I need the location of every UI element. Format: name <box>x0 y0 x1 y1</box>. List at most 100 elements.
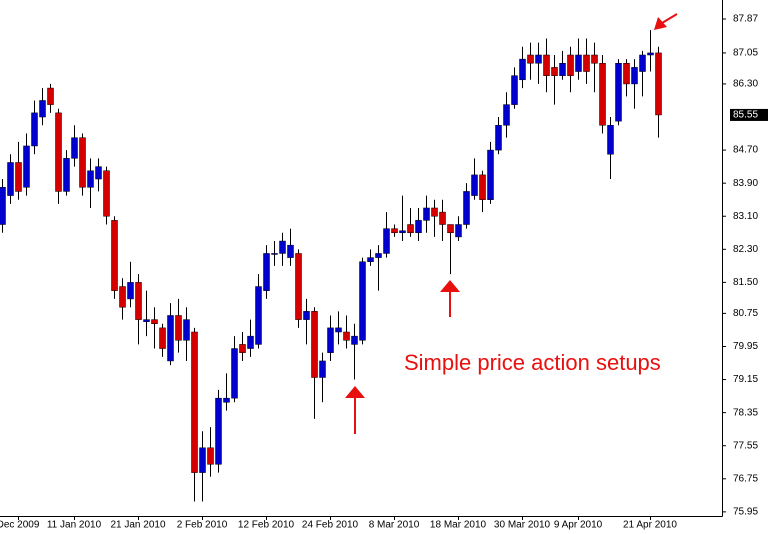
y-tick-label: 87.05 <box>733 48 758 59</box>
x-tick-label: 12 Feb 2010 <box>238 520 295 531</box>
arrow <box>661 13 678 24</box>
candle-body <box>503 104 510 126</box>
candle-body <box>7 162 14 196</box>
candle-body <box>151 319 158 324</box>
candle-body <box>575 54 582 72</box>
candle-body <box>439 211 446 225</box>
candle-body <box>623 63 630 85</box>
y-tick-label: 79.95 <box>733 341 758 352</box>
y-tick-label: 77.55 <box>733 440 758 451</box>
x-tick-label: 11 Jan 2010 <box>47 520 102 531</box>
candle-body <box>319 360 326 378</box>
x-tick-label: Dec 2009 <box>0 520 40 531</box>
candle-body <box>423 207 430 221</box>
arrow-head <box>654 17 667 30</box>
y-tick-label: 79.15 <box>733 374 758 385</box>
candle-body <box>287 244 294 258</box>
candle-body <box>103 170 110 217</box>
candle-body <box>271 253 278 255</box>
candle-body <box>399 230 406 234</box>
candle-body <box>615 63 622 122</box>
candle-body <box>335 327 342 333</box>
x-tick-label: 9 Apr 2010 <box>554 520 603 531</box>
candle-body <box>367 257 374 262</box>
candle-body <box>143 319 150 322</box>
y-tick-label: 84.70 <box>733 145 758 156</box>
candle-body <box>583 54 590 72</box>
candle-body <box>207 447 214 465</box>
candle-body <box>543 54 550 76</box>
candle-body <box>359 261 366 341</box>
y-tick-label: 75.95 <box>733 507 758 518</box>
candle-body <box>191 331 198 473</box>
y-tick-label: 86.30 <box>733 79 758 90</box>
y-tick-label: 83.10 <box>733 211 758 222</box>
arrow-head <box>345 386 365 398</box>
candle-body <box>175 315 182 341</box>
candle-body <box>375 253 382 258</box>
candle-body <box>239 344 246 353</box>
candle-body <box>95 166 102 180</box>
candle-body <box>311 311 318 378</box>
x-tick-label: 18 Mar 2010 <box>430 520 487 531</box>
candle-body <box>223 397 230 403</box>
candle-body <box>535 54 542 64</box>
candle-body <box>215 397 222 465</box>
candle-body <box>639 54 646 72</box>
last-price-box <box>730 108 768 121</box>
candle-body <box>23 145 30 188</box>
y-tick-label: 78.35 <box>733 407 758 418</box>
y-tick-label: 87.87 <box>733 14 758 25</box>
x-tick-label: 21 Jan 2010 <box>110 520 165 531</box>
candle-body <box>591 54 598 64</box>
annotation: Simple price action setups <box>404 350 661 375</box>
last-price-label: 85.55 <box>733 110 758 121</box>
candle-body <box>351 335 358 345</box>
candle-body <box>479 174 486 200</box>
candle-body <box>631 67 638 85</box>
candle-body <box>159 327 166 349</box>
candle-body <box>495 125 502 151</box>
candle-body <box>295 253 302 320</box>
candle-body <box>447 224 454 234</box>
candle-body <box>111 220 118 291</box>
candle-body <box>599 63 606 126</box>
candle-body <box>431 207 438 217</box>
candle-body <box>519 58 526 81</box>
candle-body <box>119 286 126 308</box>
candle-body <box>71 137 78 159</box>
candle-body <box>47 87 54 105</box>
x-tick-label: 30 Mar 2010 <box>494 520 551 531</box>
candle-body <box>39 100 46 118</box>
candle-body <box>127 282 134 300</box>
candle-body <box>487 149 494 200</box>
candle-body <box>407 224 414 234</box>
candle-body <box>551 67 558 76</box>
candle-body <box>383 228 390 254</box>
x-tick-label: 21 Apr 2010 <box>623 520 677 531</box>
candle-body <box>391 228 398 234</box>
candle-body <box>567 54 574 76</box>
y-tick-label: 76.75 <box>733 473 758 484</box>
candle-body <box>199 447 206 473</box>
x-tick-label: 24 Feb 2010 <box>302 520 359 531</box>
candle-body <box>0 187 6 225</box>
candle-body <box>183 319 190 341</box>
candle-body <box>471 174 478 196</box>
candle-body <box>415 220 422 234</box>
candle-body <box>255 286 262 345</box>
candle-body <box>15 162 22 192</box>
candle-body <box>455 224 462 238</box>
candle-body <box>231 348 238 399</box>
x-tick-label: 2 Feb 2010 <box>177 520 228 531</box>
candle-body <box>31 112 38 147</box>
candle-body <box>247 335 254 349</box>
y-tick-label: 80.75 <box>733 308 758 319</box>
candle-body <box>527 54 534 64</box>
candle-body <box>647 52 654 56</box>
candle-body <box>55 112 62 192</box>
arrow-head <box>440 280 460 292</box>
